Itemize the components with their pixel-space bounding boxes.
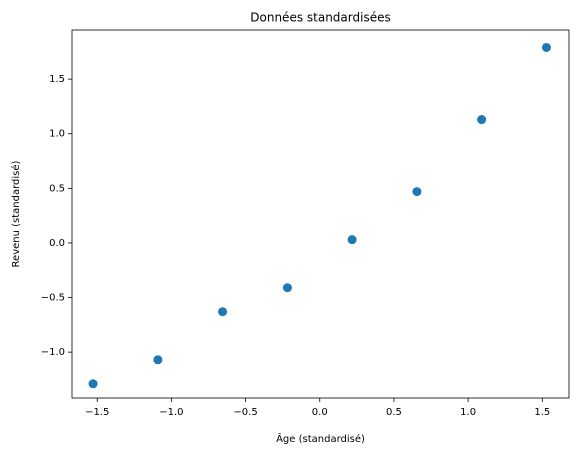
y-axis-label: Revenu (standardisé): [10, 160, 22, 267]
point: [477, 115, 487, 125]
y-tick-label: 1.0: [49, 129, 65, 140]
point: [541, 42, 551, 52]
y-tick-label: −1.0: [41, 347, 65, 358]
x-tick-label: 1.5: [534, 407, 550, 418]
point: [282, 283, 292, 293]
x-tick-label: 0.5: [386, 407, 402, 418]
y-tick-label: 0.5: [49, 183, 65, 194]
x-tick-label: −1.0: [159, 407, 183, 418]
x-tick-label: −1.5: [85, 407, 109, 418]
y-tick-label: −0.5: [41, 293, 65, 304]
chart-title: Données standardisées: [250, 11, 390, 25]
y-tick-label: 0.0: [49, 238, 65, 249]
point: [347, 235, 357, 245]
point: [153, 355, 163, 365]
point: [88, 379, 98, 389]
point: [218, 307, 228, 317]
point: [412, 187, 422, 197]
x-tick-label: 1.0: [460, 407, 476, 418]
x-axis-label: Âge (standardisé): [276, 432, 365, 445]
x-tick-label: 0.0: [312, 407, 328, 418]
plot-frame: [71, 29, 570, 399]
y-tick-label: 1.5: [49, 74, 65, 85]
x-tick-label: −0.5: [233, 407, 257, 418]
